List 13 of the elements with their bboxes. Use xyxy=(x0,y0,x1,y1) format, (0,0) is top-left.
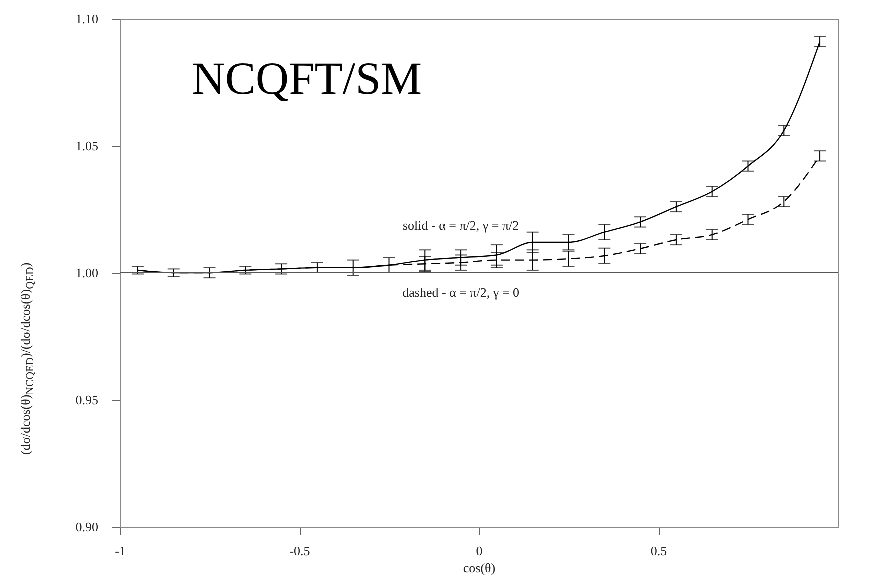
x-tick-label: 0.5 xyxy=(650,544,668,558)
y-tick-label: 0.95 xyxy=(76,392,98,408)
y-tick-label: 1.05 xyxy=(76,138,98,154)
x-tick-label: -1 xyxy=(115,544,126,558)
series-label: solid - α = π/2, γ = π/2 xyxy=(402,218,520,233)
series-label: dashed - α = π/2, γ = 0 xyxy=(402,284,520,300)
annotation: NCQFT/SM xyxy=(192,52,422,105)
x-axis-title: cos(θ) xyxy=(463,560,496,576)
x-tick-label: -0.5 xyxy=(290,544,310,558)
y-tick-label: 1.10 xyxy=(76,12,98,26)
y-tick-label: 1.00 xyxy=(76,266,98,280)
x-tick-label: 0 xyxy=(476,544,483,558)
y-tick-label: 0.90 xyxy=(76,520,98,534)
